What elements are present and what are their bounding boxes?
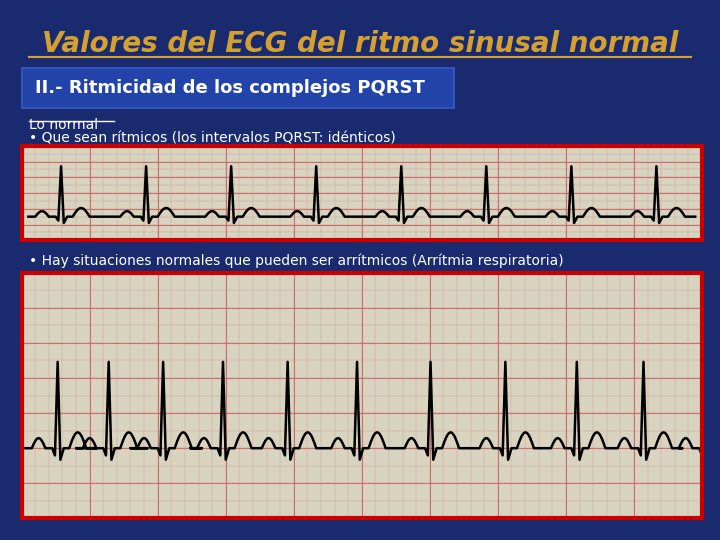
Text: Lo normal: Lo normal bbox=[29, 118, 98, 132]
Text: • Hay situaciones normales que pueden ser arrítmicos (Arrítmia respiratoria): • Hay situaciones normales que pueden se… bbox=[29, 254, 564, 268]
Text: Valores del ECG del ritmo sinusal normal: Valores del ECG del ritmo sinusal normal bbox=[42, 30, 678, 58]
Text: II.- Ritmicidad de los complejos PQRST: II.- Ritmicidad de los complejos PQRST bbox=[35, 79, 424, 97]
Text: • Que sean rítmicos (los intervalos PQRST: idénticos): • Que sean rítmicos (los intervalos PQRS… bbox=[29, 131, 395, 145]
